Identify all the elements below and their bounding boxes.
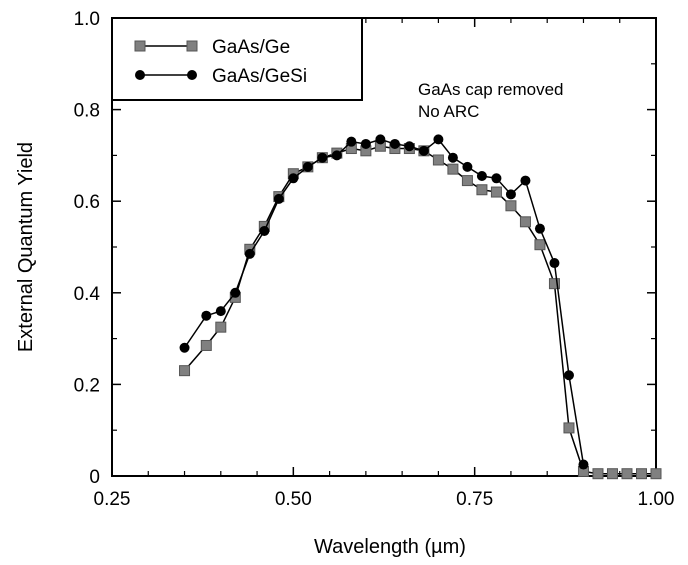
data-point-square bbox=[621, 468, 633, 480]
data-point-circle bbox=[259, 225, 270, 236]
data-point-circle bbox=[505, 189, 516, 200]
x-tick-label: 0.25 bbox=[94, 489, 131, 510]
y-tick-label: 0 bbox=[89, 467, 100, 488]
y-axis-title: External Quantum Yield bbox=[15, 142, 37, 352]
y-tick-label: 0.8 bbox=[74, 101, 100, 122]
legend-marker-circle-2 bbox=[187, 70, 197, 80]
legend: GaAs/Ge GaAs/GeSi bbox=[111, 17, 363, 101]
data-point-circle bbox=[288, 173, 299, 184]
data-point-circle bbox=[179, 342, 190, 353]
legend-label-gaas-ge: GaAs/Ge bbox=[212, 37, 290, 58]
data-point-circle bbox=[244, 248, 255, 259]
data-point-circle bbox=[476, 171, 487, 182]
legend-marker-square-2 bbox=[186, 40, 198, 52]
data-point-square bbox=[490, 186, 502, 198]
legend-label-gaas-gesi: GaAs/GeSi bbox=[212, 66, 307, 87]
data-point-square bbox=[447, 163, 459, 175]
data-point-circle bbox=[360, 138, 371, 149]
y-tick-label: 0.2 bbox=[74, 375, 100, 396]
x-tick-label: 0.75 bbox=[456, 489, 493, 510]
data-point-circle bbox=[273, 193, 284, 204]
data-point-circle bbox=[389, 138, 400, 149]
legend-marker-circle bbox=[135, 70, 145, 80]
data-point-square bbox=[592, 468, 604, 480]
data-point-circle bbox=[418, 145, 429, 156]
x-tick-label: 1.00 bbox=[638, 489, 675, 510]
x-axis-title: Wavelength (µm) bbox=[314, 536, 466, 558]
data-point-circle bbox=[491, 173, 502, 184]
data-point-circle bbox=[433, 134, 444, 145]
data-point-square bbox=[215, 321, 227, 333]
axis-tick-labels: 0.25 0.50 0.75 1.00 0 0.2 0.4 0.6 0.8 1.0 bbox=[74, 9, 675, 510]
series-layer bbox=[179, 134, 662, 480]
data-point-circle bbox=[578, 459, 589, 470]
data-point-circle bbox=[331, 150, 342, 161]
data-point-square bbox=[179, 365, 191, 377]
data-point-square bbox=[606, 468, 618, 480]
data-point-circle bbox=[549, 258, 560, 269]
data-point-square bbox=[563, 422, 575, 434]
series-line-gaas-ge bbox=[183, 145, 656, 475]
y-tick-label: 1.0 bbox=[74, 9, 100, 30]
data-point-circle bbox=[404, 141, 415, 152]
series-line-gaas-gesi bbox=[183, 138, 585, 465]
data-point-circle bbox=[563, 370, 574, 381]
annotation-no-arc: No ARC bbox=[418, 102, 479, 121]
legend-box bbox=[111, 17, 363, 101]
data-point-square bbox=[534, 239, 546, 251]
data-point-circle bbox=[230, 287, 241, 298]
data-point-circle bbox=[534, 223, 545, 234]
data-point-circle bbox=[317, 152, 328, 163]
data-point-circle bbox=[215, 306, 226, 317]
data-point-square bbox=[635, 468, 647, 480]
data-point-circle bbox=[201, 310, 212, 321]
data-point-circle bbox=[302, 161, 313, 172]
y-tick-label: 0.6 bbox=[74, 192, 100, 213]
data-point-circle bbox=[447, 152, 458, 163]
data-point-circle bbox=[375, 134, 386, 145]
data-point-square bbox=[461, 175, 473, 187]
data-point-square bbox=[505, 200, 517, 212]
data-point-circle bbox=[346, 136, 357, 147]
data-point-circle bbox=[520, 175, 531, 186]
data-point-square bbox=[476, 184, 488, 196]
data-point-square bbox=[519, 216, 531, 228]
data-point-square bbox=[200, 339, 212, 351]
data-point-square bbox=[548, 278, 560, 290]
legend-marker-square bbox=[134, 40, 146, 52]
y-tick-label: 0.4 bbox=[74, 284, 101, 305]
data-point-circle bbox=[462, 161, 473, 172]
annotation-cap-removed: GaAs cap removed bbox=[418, 80, 564, 99]
x-tick-label: 0.50 bbox=[275, 489, 312, 510]
data-point-square bbox=[650, 468, 662, 480]
data-point-square bbox=[432, 154, 444, 166]
